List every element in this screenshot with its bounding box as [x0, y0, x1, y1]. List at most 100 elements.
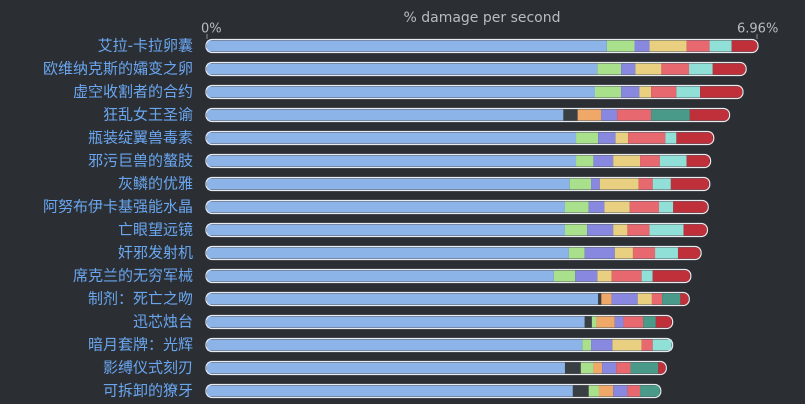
bar-segment — [584, 247, 615, 259]
bar-segment — [593, 362, 603, 374]
bar-segment — [588, 201, 605, 213]
bar-segment — [614, 316, 624, 328]
bar-segment — [655, 316, 672, 328]
bar-segment — [640, 155, 660, 167]
bar-segment — [611, 293, 638, 305]
category-label: 席克兰的无穷军械 — [73, 267, 193, 285]
bar-segment — [207, 155, 577, 167]
bar-segment — [617, 109, 652, 121]
bar-segment — [207, 316, 585, 328]
x-tick-label: 0% — [201, 22, 222, 37]
category-label: 艾拉-卡拉卵囊 — [98, 37, 193, 55]
bar-segment — [564, 201, 589, 213]
category-label: 狂乱女王圣谕 — [103, 106, 193, 124]
category-label: 迅芯烛台 — [133, 313, 193, 331]
bar-segment — [634, 40, 650, 52]
bar-segment — [601, 293, 612, 305]
bar-outline — [205, 337, 674, 353]
bar-segment — [615, 132, 629, 144]
bar-segment — [640, 385, 660, 397]
bar-segment — [686, 40, 710, 52]
bar-outline — [205, 222, 709, 238]
bar-segment — [207, 339, 583, 351]
bar-segment — [651, 86, 677, 98]
bar-segment — [563, 109, 578, 121]
bar-segment — [651, 293, 663, 305]
bar-segment — [601, 109, 618, 121]
bar-outline — [205, 268, 692, 284]
bar-segment — [598, 293, 602, 305]
bar-segment — [680, 293, 689, 305]
bar-segment — [207, 224, 565, 236]
category-label: 邪污巨兽的螯肢 — [88, 152, 193, 170]
bar-segment — [683, 224, 707, 236]
bar-segment — [628, 132, 666, 144]
bar-segment — [670, 178, 709, 190]
bar-segment — [591, 316, 597, 328]
bar-segment — [611, 270, 642, 282]
bar-segment — [207, 40, 607, 52]
bar-segment — [572, 385, 589, 397]
bar-outline — [205, 291, 690, 307]
bar-segment — [641, 270, 653, 282]
bar-segment — [689, 63, 713, 75]
bar-segment — [712, 63, 746, 75]
bar-segment — [207, 362, 565, 374]
bar-segment — [587, 224, 614, 236]
category-label: 亡眼望远镜 — [118, 221, 193, 239]
bar-segment — [207, 201, 565, 213]
bar-segment — [564, 224, 588, 236]
bar-segment — [580, 362, 594, 374]
bar-segment — [613, 385, 628, 397]
bar-segment — [604, 201, 630, 213]
bar-segment — [207, 109, 564, 121]
bar-segment — [597, 270, 612, 282]
x-axis-title: % damage per second — [403, 10, 560, 26]
bar-segment — [207, 247, 569, 259]
bar-segment — [655, 247, 678, 259]
bar-segment — [635, 63, 662, 75]
bar-segment — [577, 109, 602, 121]
bar-segment — [639, 86, 652, 98]
bar-segment — [576, 155, 594, 167]
bar-segment — [623, 316, 644, 328]
bar-segment — [659, 201, 674, 213]
bar-segment — [700, 86, 742, 98]
bar-outline — [205, 360, 667, 376]
category-label: 可拆卸的獠牙 — [103, 382, 193, 400]
bar-segment — [612, 339, 642, 351]
bar-segment — [661, 63, 690, 75]
bar-segment — [593, 155, 614, 167]
bar-segment — [629, 201, 660, 213]
bar-outline — [205, 245, 702, 261]
bar-segment — [207, 270, 554, 282]
bar-segment — [575, 270, 598, 282]
bar-segment — [596, 316, 615, 328]
bar-segment — [641, 339, 653, 351]
bar-segment — [598, 385, 614, 397]
bar-segment — [576, 132, 599, 144]
bar-segment — [709, 40, 732, 52]
bar-outline — [205, 84, 744, 100]
bar-segment — [588, 385, 599, 397]
bar-segment — [637, 293, 652, 305]
bar-segment — [689, 109, 729, 121]
bar-segment — [652, 339, 672, 351]
bar-segment — [595, 86, 622, 98]
category-label: 虚空收割者的合约 — [73, 83, 193, 101]
bar-segment — [613, 155, 641, 167]
bar-segment — [643, 316, 656, 328]
bar-segment — [599, 178, 639, 190]
category-label: 制剂：死亡之吻 — [88, 290, 193, 308]
bar-segment — [658, 362, 666, 374]
bar-segment — [584, 316, 592, 328]
bar-segment — [652, 270, 690, 282]
bar-segment — [207, 178, 570, 190]
bar-segment — [659, 155, 687, 167]
bar-segment — [591, 178, 600, 190]
bar-segment — [651, 109, 690, 121]
bar-outline — [205, 199, 709, 215]
bar-segment — [614, 247, 633, 259]
